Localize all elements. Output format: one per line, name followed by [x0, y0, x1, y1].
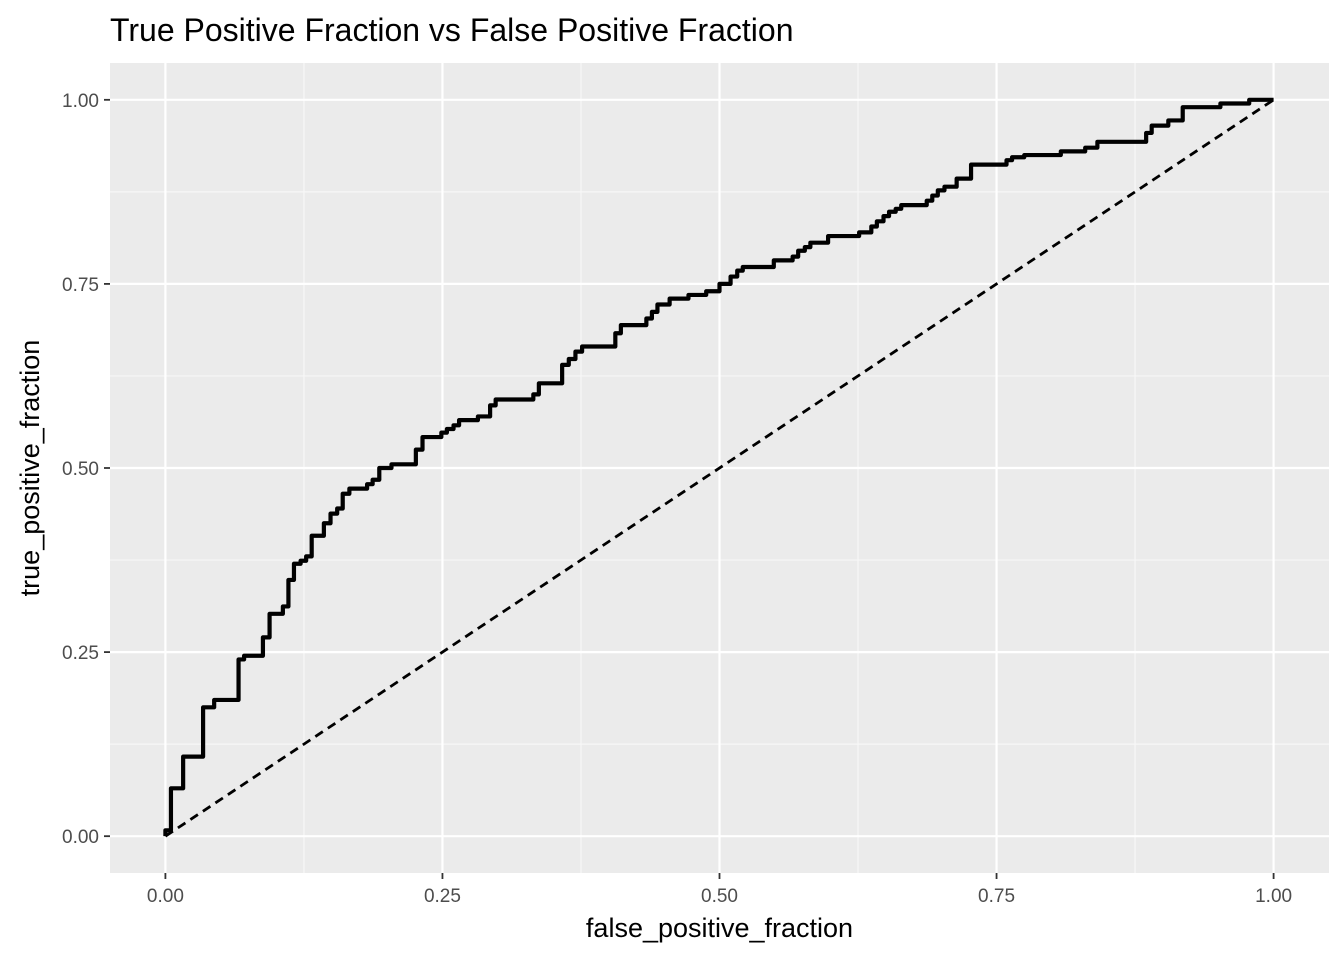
y-tick-label: 0.75	[62, 275, 99, 296]
x-axis: 0.00 0.25 0.50 0.75 1.00	[147, 873, 1292, 907]
x-tick-label: 1.00	[1255, 886, 1292, 907]
series-layer	[163, 97, 1275, 838]
y-axis: 0.00 0.25 0.50 0.75 1.00	[62, 91, 110, 848]
y-tick-label: 1.00	[62, 91, 99, 112]
x-tick-label: 0.00	[147, 886, 184, 907]
x-axis-title: false_positive_fraction	[586, 913, 853, 943]
x-tick-label: 0.25	[424, 886, 461, 907]
chart-title: True Positive Fraction vs False Positive…	[110, 12, 793, 48]
y-tick-label: 0.00	[62, 827, 99, 848]
y-tick-label: 0.50	[62, 459, 99, 480]
x-tick-label: 0.50	[701, 886, 738, 907]
y-tick-label: 0.25	[62, 643, 99, 664]
x-tick-label: 0.75	[978, 886, 1015, 907]
y-axis-title: true_positive_fraction	[15, 340, 45, 597]
roc-curve-line	[163, 97, 1274, 837]
reference-diagonal-line	[164, 98, 1275, 838]
